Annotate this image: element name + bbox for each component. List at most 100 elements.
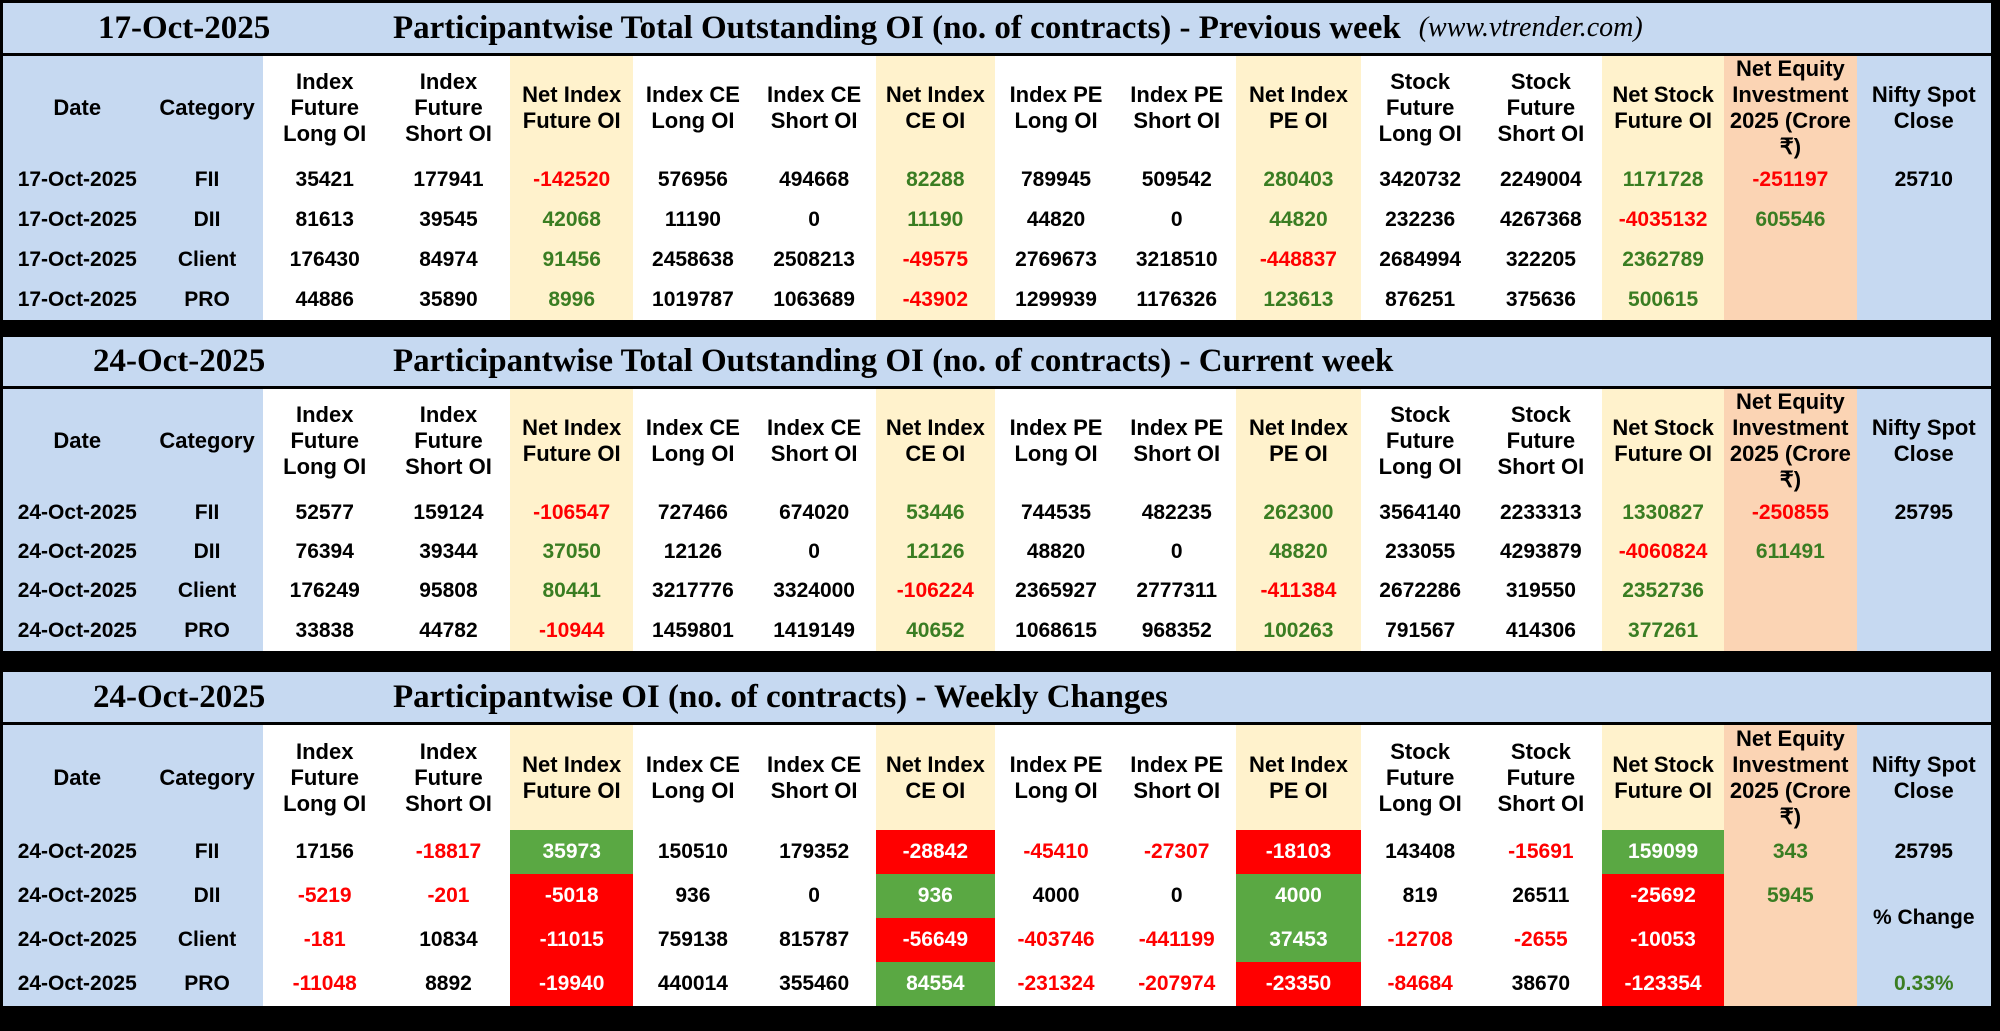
cell-stock-future-short-oi: 322205 (1479, 240, 1602, 280)
cell-stock-future-long-oi: -84684 (1360, 962, 1480, 1006)
column-header-net-index-ce-oi: Net Index CE OI (875, 56, 995, 160)
column-header-nifty-spot-close: Nifty Spot Close (1856, 56, 1991, 160)
cell-index-ce-long-oi: 150510 (633, 830, 753, 874)
cell-net-index-future-oi: 37050 (510, 532, 634, 571)
cell-net-index-pe-oi: 44820 (1236, 200, 1361, 240)
cell-net-index-pe-oi: -411384 (1236, 571, 1361, 611)
cell-index-ce-long-oi: 936 (633, 874, 753, 918)
cell-index-ce-short-oi: 3324000 (752, 571, 876, 611)
cell-index-ce-long-oi: 1459801 (633, 611, 753, 651)
cell-net-index-ce-oi: -49575 (875, 240, 995, 280)
column-header-nifty-spot-close: Nifty Spot Close (1856, 725, 1991, 830)
table-row: 24-Oct-2025 Client 176249 95808 80441 3217776… (3, 571, 1991, 651)
nifty-percent-change-value: 0.33% (1856, 962, 1991, 1006)
table-header-row: Date Category Index Future Long OI Index Fu… (3, 56, 1991, 160)
cell-net-index-pe-oi: 100263 (1236, 611, 1361, 651)
cell-index-pe-long-oi: -403746 (994, 918, 1118, 962)
cell-index-future-short-oi: 44782 (386, 611, 511, 651)
table-cell-empty (1724, 571, 1857, 651)
row-category: FII (151, 493, 263, 532)
cell-index-pe-short-oi: 2777311 (1117, 571, 1237, 611)
cell-net-index-pe-oi: 37453 (1236, 918, 1361, 962)
cell-index-future-long-oi: 35421 (262, 160, 387, 200)
table-header-row: Date Category Index Future Long OI Index Fu… (3, 389, 1991, 493)
cell-stock-future-short-oi: -2655 (1479, 918, 1602, 962)
cell-net-equity-investment-2025-crore: -251197 (1724, 160, 1857, 200)
column-header-net-index-future-oi: Net Index Future OI (510, 725, 634, 830)
cell-net-stock-future-oi: 2362789 (1601, 240, 1725, 280)
cell-net-index-ce-oi: 84554 (875, 962, 995, 1006)
oi-table: Date Category Index Future Long OI Index Fu… (3, 389, 1991, 651)
cell-net-stock-future-oi: 500615 (1601, 280, 1725, 320)
cell-index-pe-short-oi: 968352 (1117, 611, 1237, 651)
column-header-index-pe-short-oi: Index PE Short OI (1117, 389, 1237, 493)
cell-index-ce-long-oi: 1019787 (633, 280, 753, 320)
cell-stock-future-short-oi: 375636 (1479, 280, 1602, 320)
cell-stock-future-short-oi: 2233313 (1479, 493, 1602, 532)
cell-index-future-long-oi: 44886 (262, 280, 387, 320)
cell-net-index-ce-oi: -28842 (875, 830, 995, 874)
cell-index-future-long-oi: -181 (262, 918, 387, 962)
column-header-index-ce-long-oi: Index CE Long OI (633, 725, 753, 830)
cell-nifty-spot-close: 25795 (1856, 830, 1991, 874)
cell-index-ce-short-oi: 0 (752, 532, 876, 571)
row-date: 24-Oct-2025 (3, 493, 152, 532)
column-header-net-index-pe-oi: Net Index PE OI (1236, 389, 1361, 493)
cell-net-index-future-oi: -142520 (510, 160, 634, 200)
cell-index-future-long-oi: -11048 (262, 962, 387, 1006)
cell-stock-future-long-oi: 791567 (1360, 611, 1480, 651)
cell-index-ce-short-oi: 494668 (752, 160, 876, 200)
nifty-percent-change-label: % Change (1856, 874, 1991, 962)
column-header-index-future-short-oi: Index Future Short OI (386, 389, 511, 493)
column-header-stock-future-short-oi: Stock Future Short OI (1479, 389, 1602, 493)
cell-net-equity-investment-2025-crore: 611491 (1724, 532, 1857, 571)
cell-index-pe-short-oi: 0 (1117, 532, 1237, 571)
column-header-net-stock-future-oi: Net Stock Future OI (1601, 56, 1725, 160)
row-date: 17-Oct-2025 (3, 160, 152, 200)
oi-table: Date Category Index Future Long OI Index Fu… (3, 56, 1991, 320)
cell-net-stock-future-oi: 1330827 (1601, 493, 1725, 532)
cell-index-pe-long-oi: 44820 (994, 200, 1118, 240)
cell-net-stock-future-oi: 2352736 (1601, 571, 1725, 611)
cell-net-index-ce-oi: 53446 (875, 493, 995, 532)
cell-index-ce-short-oi: 674020 (752, 493, 876, 532)
cell-index-future-long-oi: 52577 (262, 493, 387, 532)
column-header-net-index-ce-oi: Net Index CE OI (875, 725, 995, 830)
cell-index-pe-long-oi: -45410 (994, 830, 1118, 874)
cell-stock-future-short-oi: 38670 (1479, 962, 1602, 1006)
column-header-index-ce-long-oi: Index CE Long OI (633, 389, 753, 493)
cell-index-future-long-oi: 176430 (262, 240, 387, 280)
column-header-index-ce-long-oi: Index CE Long OI (633, 56, 753, 160)
cell-index-pe-short-oi: 3218510 (1117, 240, 1237, 280)
table-row: 24-Oct-2025 Client -181 10834 -11015 759138 81… (3, 918, 1991, 1006)
column-header-stock-future-long-oi: Stock Future Long OI (1360, 725, 1480, 830)
cell-index-ce-long-oi: 576956 (633, 160, 753, 200)
section-title: Participantwise Total Outstanding OI (no… (393, 337, 1393, 386)
cell-index-ce-long-oi: 11190 (633, 200, 753, 240)
column-header-net-equity-investment-2025-crore: Net Equity Investment 2025 (Crore ₹) (1724, 56, 1857, 160)
cell-index-pe-long-oi: 4000 (994, 874, 1118, 918)
table-header-row: Date Category Index Future Long OI Index Fu… (3, 725, 1991, 830)
column-header-stock-future-short-oi: Stock Future Short OI (1479, 56, 1602, 160)
row-category: PRO (151, 280, 263, 320)
column-header-stock-future-long-oi: Stock Future Long OI (1360, 56, 1480, 160)
cell-index-pe-long-oi: -231324 (994, 962, 1118, 1006)
cell-index-ce-short-oi: 1063689 (752, 280, 876, 320)
column-header-index-future-short-oi: Index Future Short OI (386, 56, 511, 160)
column-header-index-ce-short-oi: Index CE Short OI (752, 725, 876, 830)
section-title-text: Participantwise OI (no. of contracts) - … (393, 678, 1168, 715)
cell-index-pe-long-oi: 789945 (994, 160, 1118, 200)
cell-net-stock-future-oi: -123354 (1601, 962, 1725, 1006)
section-title-bar: 24-Oct-2025 Participantwise Total Outstan… (3, 337, 1991, 386)
cell-net-index-ce-oi: -56649 (875, 918, 995, 962)
cell-net-index-future-oi: 91456 (510, 240, 634, 280)
column-header-index-ce-short-oi: Index CE Short OI (752, 389, 876, 493)
table-row: 24-Oct-2025 PRO -11048 8892 -19940 440014 3554… (3, 962, 1991, 1006)
cell-net-equity-investment-2025-crore: 605546 (1724, 200, 1857, 240)
cell-index-pe-long-oi: 744535 (994, 493, 1118, 532)
cell-index-future-long-oi: 176249 (262, 571, 387, 611)
row-date: 24-Oct-2025 (3, 830, 152, 874)
cell-index-ce-short-oi: 0 (752, 874, 876, 918)
cell-net-index-pe-oi: 4000 (1236, 874, 1361, 918)
column-header-index-ce-short-oi: Index CE Short OI (752, 56, 876, 160)
